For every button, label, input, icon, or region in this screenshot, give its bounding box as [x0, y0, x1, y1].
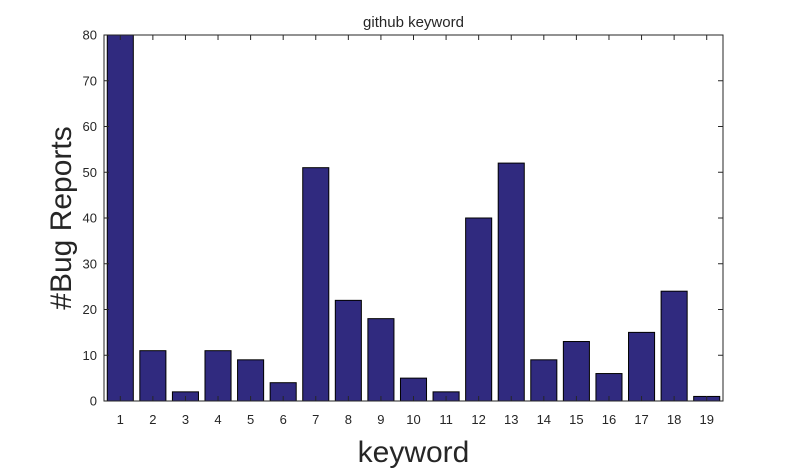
x-tick-label-18: 18: [667, 412, 681, 427]
bar-8: [334, 299, 362, 402]
bar-13: [497, 162, 525, 402]
x-tick-label-16: 16: [602, 412, 616, 427]
x-tick-label-10: 10: [406, 412, 420, 427]
bar-7: [302, 167, 330, 402]
y-tick-label: 80: [83, 28, 97, 43]
x-tick-label-14: 14: [537, 412, 551, 427]
bar-17: [628, 331, 656, 402]
y-tick-label: 50: [83, 165, 97, 180]
x-tick-label-12: 12: [471, 412, 485, 427]
x-tick-label-13: 13: [504, 412, 518, 427]
y-tick-label: 0: [90, 394, 97, 409]
x-tick-label-5: 5: [247, 412, 254, 427]
bar-9: [367, 318, 395, 402]
x-tick-label-17: 17: [634, 412, 648, 427]
x-tick-label-3: 3: [182, 412, 189, 427]
bar-2: [139, 350, 167, 402]
x-tick-label-7: 7: [312, 412, 319, 427]
y-tick-label: 60: [83, 119, 97, 134]
x-tick-label-9: 9: [377, 412, 384, 427]
y-axis: 0 10 20 30 40 50 60 70 80: [83, 28, 723, 409]
x-tick-label-11: 11: [439, 412, 453, 427]
bar-5: [237, 359, 265, 402]
y-tick-label: 10: [83, 348, 97, 363]
bar-15: [562, 341, 590, 402]
bar-12: [465, 217, 493, 402]
bar-14: [530, 359, 558, 402]
x-tick-label-4: 4: [214, 412, 221, 427]
x-tick-label-8: 8: [345, 412, 352, 427]
y-axis-label: #Bug Reports: [45, 126, 78, 309]
x-tick-label-1: 1: [117, 412, 124, 427]
y-tick-label: 40: [83, 211, 97, 226]
y-tick-label: 20: [83, 302, 97, 317]
x-tick-label-15: 15: [569, 412, 583, 427]
bar-1: [106, 34, 134, 402]
y-tick-label: 30: [83, 256, 97, 271]
x-axis: 1 2 3 4 5 6 7 8 9 10 11 12 13 14 15 16 17 18 19: [117, 35, 714, 427]
chart-title: github keyword: [363, 14, 464, 31]
y-tick-label: 70: [83, 73, 97, 88]
bars-layer: [106, 34, 721, 402]
x-tick-label-19: 19: [699, 412, 713, 427]
bar-18: [660, 290, 688, 402]
x-tick-label-6: 6: [280, 412, 287, 427]
bar-4: [204, 350, 232, 402]
x-axis-label: keyword: [358, 436, 470, 469]
x-tick-label-2: 2: [149, 412, 156, 427]
